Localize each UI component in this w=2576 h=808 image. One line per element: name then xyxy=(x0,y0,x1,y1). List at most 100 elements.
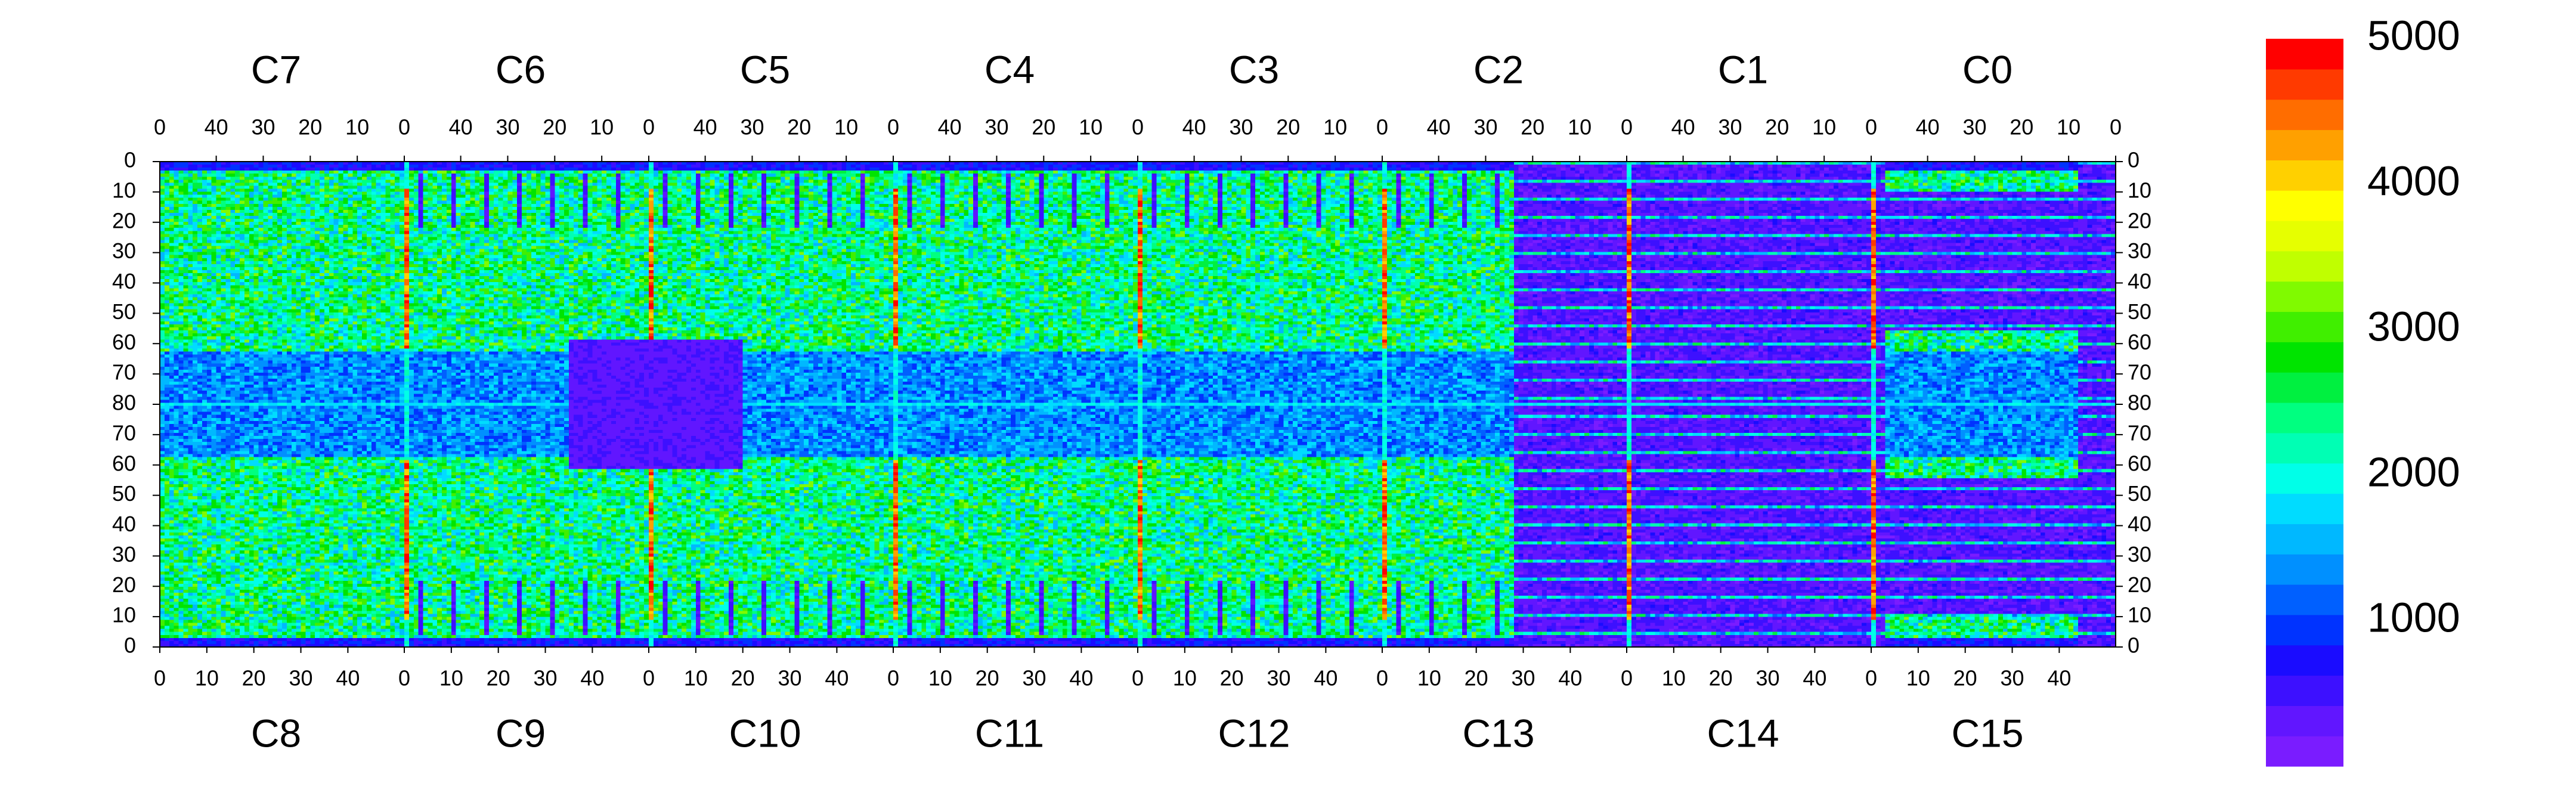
bottom-axis-tick-label: 30 xyxy=(1512,666,1535,691)
top-axis-tick-label: 40 xyxy=(1671,115,1695,140)
colorbar-segment xyxy=(2266,99,2343,131)
bottom-axis-tick-label: 0 xyxy=(1621,666,1633,691)
colorbar-segment xyxy=(2266,432,2343,464)
top-axis-tick-label: 20 xyxy=(1765,115,1789,140)
colorbar-tick-label: 5000 xyxy=(2367,12,2460,58)
colorbar-segment xyxy=(2266,342,2343,373)
left-axis-tick-label: 60 xyxy=(112,330,136,354)
left-axis-tick-label: 10 xyxy=(112,178,136,202)
right-axis-tick-label: 50 xyxy=(2128,299,2151,324)
colorbar-segment xyxy=(2266,311,2343,342)
bottom-axis-tick-label: 30 xyxy=(534,666,558,691)
top-axis-tick-label: 10 xyxy=(834,115,858,140)
colorbar-segment xyxy=(2266,614,2343,646)
top-axis-tick-label: 0 xyxy=(154,115,166,140)
right-axis-tick-label: 40 xyxy=(2128,512,2151,536)
left-axis-tick-label: 20 xyxy=(112,208,136,233)
top-axis-tick-label: 20 xyxy=(1032,115,1055,140)
left-axis-tick-label: 10 xyxy=(112,603,136,627)
bottom-axis-tick-label: 10 xyxy=(195,666,219,691)
colorbar-tick-label: 4000 xyxy=(2367,157,2460,204)
colorbar-tick-label: 1000 xyxy=(2367,594,2460,640)
colorbar-tick-label: 2000 xyxy=(2367,448,2460,495)
right-axis-tick-label: 80 xyxy=(2128,391,2151,415)
right-axis-tick-label: 10 xyxy=(2128,178,2151,202)
right-axis-tick-label: 50 xyxy=(2128,481,2151,506)
bottom-chip-label: C14 xyxy=(1707,711,1779,755)
colorbar-segment xyxy=(2266,736,2343,767)
right-axis-tick-label: 60 xyxy=(2128,451,2151,475)
top-axis-tick-label: 30 xyxy=(1718,115,1742,140)
bottom-chip-label: C9 xyxy=(496,711,546,755)
top-axis-tick-label: 30 xyxy=(251,115,275,140)
colorbar-segment xyxy=(2266,705,2343,736)
top-axis-tick-label: 0 xyxy=(643,115,655,140)
right-axis-tick-label: 70 xyxy=(2128,420,2151,445)
bottom-axis-tick-label: 40 xyxy=(2047,666,2071,691)
bottom-chip-label: C12 xyxy=(1218,711,1290,755)
bottom-axis-tick-label: 20 xyxy=(242,666,266,691)
bottom-axis-tick-label: 10 xyxy=(684,666,708,691)
bottom-chip-label: C15 xyxy=(1951,711,2023,755)
top-axis-tick-label: 10 xyxy=(1079,115,1103,140)
top-axis-tick-label: 30 xyxy=(740,115,764,140)
top-axis-tick-label: 20 xyxy=(2010,115,2033,140)
bottom-axis-tick-label: 0 xyxy=(398,666,410,691)
top-chip-label: C1 xyxy=(1718,47,1768,91)
left-axis-tick-label: 30 xyxy=(112,239,136,263)
bottom-axis-tick-label: 20 xyxy=(1465,666,1488,691)
top-axis-tick-label: 40 xyxy=(1427,115,1451,140)
bottom-axis-tick-label: 0 xyxy=(643,666,655,691)
bottom-axis-tick-label: 30 xyxy=(1267,666,1291,691)
right-axis-tick-label: 30 xyxy=(2128,542,2151,566)
colorbar-segment xyxy=(2266,403,2343,434)
colorbar-tick-label: 3000 xyxy=(2367,303,2460,349)
bottom-chip-label: C13 xyxy=(1462,711,1534,755)
top-axis-tick-label: 10 xyxy=(1323,115,1347,140)
bottom-axis-tick-label: 30 xyxy=(2001,666,2024,691)
colorbar-segment xyxy=(2266,69,2343,100)
top-axis-tick-label: 20 xyxy=(1521,115,1544,140)
top-axis-tick-label: 0 xyxy=(887,115,899,140)
bottom-axis-tick-label: 30 xyxy=(1023,666,1046,691)
right-axis-tick-label: 0 xyxy=(2128,633,2140,658)
bottom-axis-tick-label: 0 xyxy=(1376,666,1388,691)
bottom-axis-tick-label: 40 xyxy=(1314,666,1337,691)
left-axis-tick-label: 40 xyxy=(112,269,136,293)
top-axis-tick-label: 40 xyxy=(693,115,717,140)
right-axis-tick-label: 20 xyxy=(2128,208,2151,233)
top-axis-tick-label: 10 xyxy=(1812,115,1836,140)
bottom-axis-tick-label: 10 xyxy=(1906,666,1930,691)
right-axis-tick-label: 70 xyxy=(2128,360,2151,385)
top-chip-label: C5 xyxy=(740,47,790,91)
colorbar-segment xyxy=(2266,554,2343,585)
colorbar-segment xyxy=(2266,372,2343,403)
bottom-chip-label: C11 xyxy=(975,711,1044,755)
bottom-axis-tick-label: 0 xyxy=(887,666,899,691)
bottom-axis-tick-label: 10 xyxy=(928,666,952,691)
bottom-axis-tick-label: 30 xyxy=(778,666,802,691)
top-axis-tick-label: 40 xyxy=(1182,115,1206,140)
bottom-axis-tick-label: 10 xyxy=(1417,666,1441,691)
top-axis-tick-label: 40 xyxy=(1916,115,1940,140)
top-axis-tick-label: 10 xyxy=(1568,115,1592,140)
top-axis-tick-label: 10 xyxy=(590,115,614,140)
bottom-axis-tick-label: 10 xyxy=(1662,666,1686,691)
colorbar-segment xyxy=(2266,524,2343,555)
bottom-axis-tick-label: 40 xyxy=(1803,666,1826,691)
left-axis-tick-label: 70 xyxy=(112,420,136,445)
top-chip-label: C2 xyxy=(1473,47,1524,91)
colorbar-segment xyxy=(2266,190,2343,221)
colorbar-segment xyxy=(2266,463,2343,494)
colorbar-segment xyxy=(2266,493,2343,524)
colorbar-segment xyxy=(2266,39,2343,70)
bottom-axis-tick-label: 30 xyxy=(1756,666,1780,691)
bottom-axis-tick-label: 40 xyxy=(825,666,849,691)
top-axis-tick-label: 0 xyxy=(2110,115,2122,140)
bottom-axis-tick-label: 0 xyxy=(1865,666,1877,691)
top-axis-tick-label: 40 xyxy=(205,115,228,140)
right-axis-tick-label: 10 xyxy=(2128,603,2151,627)
bottom-axis-tick-label: 30 xyxy=(289,666,313,691)
top-axis-tick-label: 30 xyxy=(496,115,519,140)
